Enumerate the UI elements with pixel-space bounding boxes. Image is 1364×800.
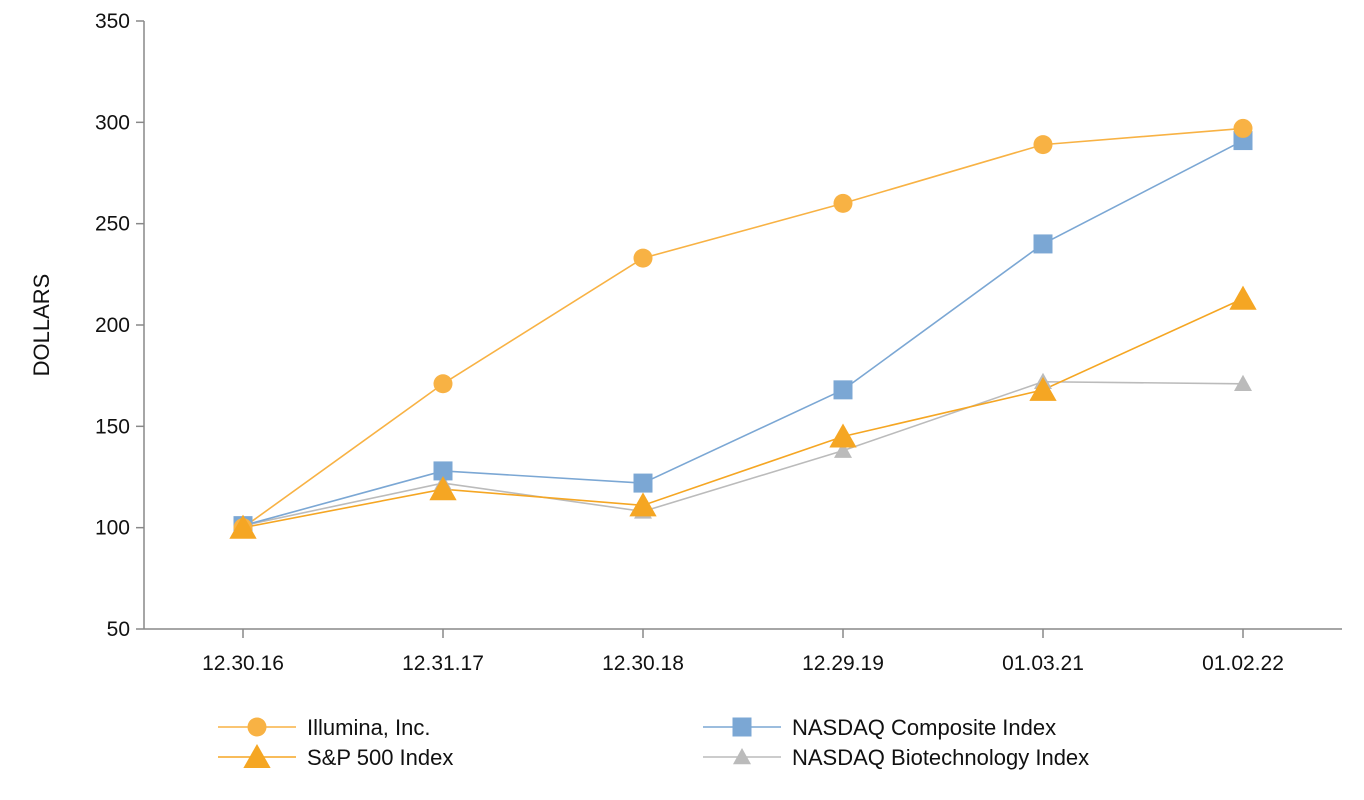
data-point-marker <box>429 476 457 501</box>
axes <box>143 21 1342 630</box>
legend-item: Illumina, Inc. <box>218 715 431 740</box>
legend-marker <box>733 748 751 765</box>
legend-label: Illumina, Inc. <box>307 715 431 740</box>
y-tick-label: 300 <box>95 111 130 134</box>
data-point-marker <box>1233 118 1253 138</box>
x-tick-label: 12.31.17 <box>402 652 484 675</box>
legend: Illumina, Inc. NASDAQ Composite Index S&P … <box>218 715 1089 770</box>
y-tick-label: 250 <box>95 213 130 236</box>
data-point-marker <box>633 473 653 493</box>
y-tick-label: 200 <box>95 314 130 337</box>
series-lines <box>242 127 1244 529</box>
y-tick-label: 50 <box>107 618 130 641</box>
y-axis-title: DOLLARS <box>29 274 54 377</box>
data-point-marker <box>1033 135 1053 155</box>
x-tick-label: 12.29.19 <box>802 652 884 675</box>
series-markers <box>229 118 1257 539</box>
data-point-marker <box>1033 234 1053 254</box>
data-point-marker <box>433 461 453 481</box>
legend-label: S&P 500 Index <box>307 745 453 770</box>
y-tick-label: 100 <box>95 517 130 540</box>
data-point-marker <box>834 441 852 458</box>
x-tick-label: 01.02.22 <box>1202 652 1284 675</box>
legend-label: NASDAQ Composite Index <box>792 715 1056 740</box>
data-point-marker <box>1234 374 1252 391</box>
legend-marker <box>243 744 271 769</box>
data-point-marker <box>833 380 853 400</box>
x-tick-label: 12.30.18 <box>602 652 684 675</box>
legend-marker <box>732 717 752 737</box>
legend-marker <box>247 717 267 737</box>
data-point-marker <box>829 423 857 448</box>
data-point-marker <box>433 374 453 394</box>
data-point-marker <box>1029 376 1057 401</box>
x-ticks: 12.30.16 12.31.17 12.30.18 12.29.19 01.03.21… <box>202 629 1284 675</box>
data-point-marker <box>1229 285 1257 310</box>
x-tick-label: 12.30.16 <box>202 652 284 675</box>
y-tick-label: 350 <box>95 10 130 33</box>
series-line <box>242 297 1244 529</box>
x-tick-label: 01.03.21 <box>1002 652 1084 675</box>
legend-item: S&P 500 Index <box>218 744 453 770</box>
data-point-marker <box>833 193 853 213</box>
legend-item: NASDAQ Composite Index <box>703 715 1056 740</box>
series-line <box>242 127 1244 529</box>
legend-label: NASDAQ Biotechnology Index <box>792 745 1089 770</box>
y-tick-label: 150 <box>95 415 130 438</box>
legend-item: NASDAQ Biotechnology Index <box>703 745 1089 770</box>
data-point-marker <box>633 248 653 268</box>
series-line <box>242 139 1244 527</box>
data-point-marker <box>629 492 657 517</box>
series-line <box>242 380 1244 527</box>
data-point-marker <box>229 514 257 539</box>
y-ticks: 50 100 150 200 250 300 350 <box>95 10 144 641</box>
